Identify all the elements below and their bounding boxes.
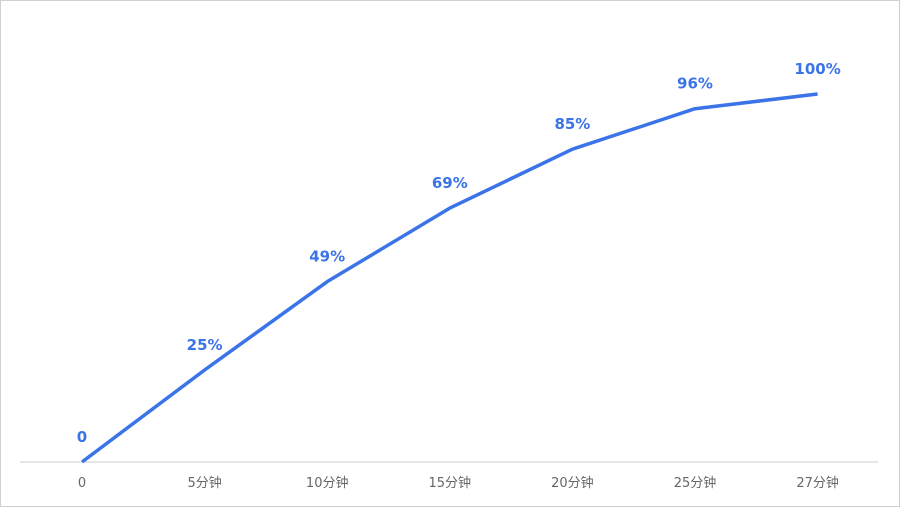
data-label: 100% [794, 60, 840, 78]
x-tick-label: 27分钟 [796, 475, 839, 491]
x-tick-label: 25分钟 [674, 475, 717, 491]
x-tick-label: 10分钟 [306, 475, 349, 491]
data-label: 49% [309, 248, 345, 266]
data-label: 69% [432, 174, 468, 192]
data-label: 25% [187, 336, 223, 354]
x-tick-label: 20分钟 [551, 475, 594, 491]
data-label: 85% [554, 115, 590, 133]
x-tick-label: 15分钟 [429, 475, 472, 491]
data-label: 0 [77, 428, 87, 446]
data-label: 96% [677, 75, 713, 93]
line [80, 92, 818, 464]
x-tick-label: 0 [78, 476, 86, 491]
x-tick-label: 5分钟 [187, 475, 221, 491]
